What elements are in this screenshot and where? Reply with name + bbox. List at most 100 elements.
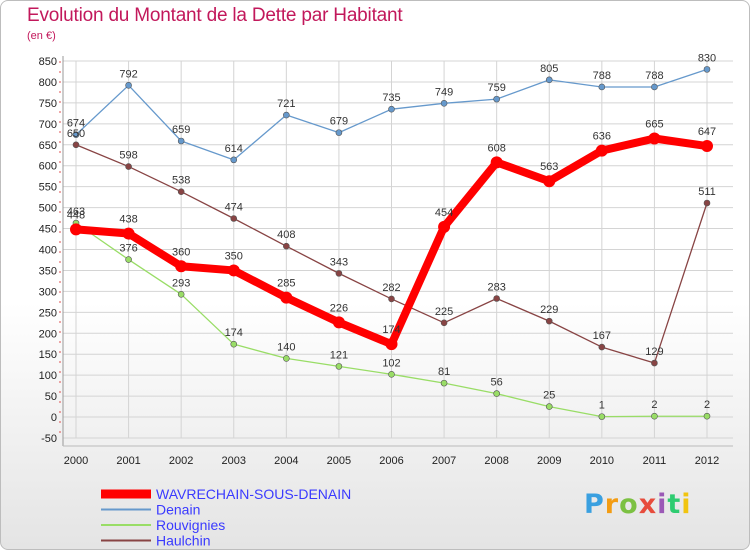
data-label: 350 bbox=[225, 250, 243, 262]
data-point bbox=[283, 111, 290, 119]
y-tick-label: 50 bbox=[45, 391, 57, 403]
data-label: 282 bbox=[382, 282, 400, 294]
data-point bbox=[385, 338, 398, 351]
data-point bbox=[335, 270, 343, 277]
x-tick-label: 2002 bbox=[169, 455, 193, 467]
data-point bbox=[440, 100, 448, 107]
data-point bbox=[490, 156, 503, 169]
legend-label: WAVRECHAIN-SOUS-DENAIN bbox=[156, 486, 351, 502]
data-label: 293 bbox=[172, 277, 190, 289]
y-tick-label: 300 bbox=[39, 286, 57, 298]
data-point bbox=[440, 319, 448, 327]
data-label: 56 bbox=[491, 377, 503, 389]
y-tick-label: 350 bbox=[39, 265, 57, 277]
data-point bbox=[125, 163, 132, 170]
data-point bbox=[595, 144, 608, 157]
y-tick-label: -50 bbox=[41, 433, 57, 445]
data-label: 2 bbox=[704, 399, 710, 411]
data-label: 25 bbox=[543, 390, 555, 402]
y-tick-label: 500 bbox=[39, 203, 57, 215]
data-label: 659 bbox=[172, 124, 190, 136]
logo-letter: i bbox=[657, 489, 668, 520]
data-point bbox=[493, 295, 500, 302]
data-label: 448 bbox=[67, 209, 85, 221]
y-tick-label: 750 bbox=[39, 98, 57, 110]
data-label: 174 bbox=[382, 324, 400, 336]
data-point bbox=[648, 132, 661, 145]
x-tick-label: 2003 bbox=[222, 455, 246, 467]
data-label: 805 bbox=[540, 63, 558, 75]
data-point bbox=[388, 371, 395, 378]
logo-letter: x bbox=[638, 489, 658, 520]
logo-letter: o bbox=[619, 489, 639, 520]
data-point bbox=[177, 291, 185, 298]
legend-label: Denain bbox=[156, 502, 200, 518]
y-tick-label: 550 bbox=[39, 182, 57, 194]
data-label: 225 bbox=[435, 306, 453, 318]
data-label: 674 bbox=[67, 118, 85, 130]
data-point bbox=[651, 359, 658, 367]
logo-letter: P bbox=[584, 489, 605, 520]
data-label: 650 bbox=[67, 128, 85, 140]
y-tick-label: 850 bbox=[39, 56, 57, 68]
data-label: 121 bbox=[330, 349, 348, 361]
proxiti-logo: Proxiti bbox=[584, 489, 692, 520]
data-point bbox=[438, 220, 451, 233]
data-point bbox=[70, 223, 82, 236]
data-point bbox=[598, 413, 606, 420]
x-tick-label: 2000 bbox=[64, 455, 88, 467]
data-point bbox=[332, 316, 345, 329]
data-label: 538 bbox=[172, 175, 190, 187]
data-point bbox=[545, 403, 553, 410]
data-point bbox=[703, 412, 711, 420]
data-label: 830 bbox=[698, 52, 716, 64]
data-point bbox=[701, 140, 713, 153]
data-point bbox=[651, 412, 658, 420]
y-tick-label: 100 bbox=[39, 370, 57, 382]
data-label: 140 bbox=[277, 341, 295, 353]
data-point bbox=[335, 363, 343, 370]
data-point bbox=[230, 340, 238, 348]
x-tick-label: 2007 bbox=[432, 455, 456, 467]
data-point bbox=[230, 156, 238, 164]
logo-letter: r bbox=[604, 489, 620, 520]
data-label: 2 bbox=[651, 399, 657, 411]
x-tick-label: 2012 bbox=[695, 455, 719, 467]
y-tick-label: 200 bbox=[39, 328, 57, 340]
logo-letter: i bbox=[681, 489, 692, 520]
y-tick-label: 700 bbox=[39, 119, 57, 131]
data-label: 563 bbox=[540, 161, 558, 173]
y-tick-label: 150 bbox=[39, 349, 57, 361]
data-point bbox=[440, 379, 448, 387]
y-tick-label: 450 bbox=[39, 224, 57, 236]
data-label: 285 bbox=[277, 278, 295, 290]
data-label: 598 bbox=[119, 150, 137, 162]
data-point bbox=[703, 66, 711, 73]
data-label: 511 bbox=[698, 186, 716, 198]
x-tick-label: 2005 bbox=[327, 455, 351, 467]
x-tick-label: 2010 bbox=[590, 455, 614, 467]
data-label: 608 bbox=[487, 142, 505, 154]
data-label: 360 bbox=[172, 246, 190, 258]
data-label: 788 bbox=[593, 70, 611, 82]
y-tick-label: 400 bbox=[39, 245, 57, 257]
data-point bbox=[72, 131, 80, 139]
data-point bbox=[125, 81, 132, 89]
data-label: 174 bbox=[225, 327, 243, 339]
data-label: 102 bbox=[382, 357, 400, 369]
y-tick-label: 600 bbox=[39, 161, 57, 173]
chart-title: Evolution du Montant de la Dette par Hab… bbox=[27, 5, 403, 26]
x-tick-label: 2011 bbox=[643, 455, 667, 467]
data-point bbox=[493, 95, 500, 103]
data-label: 167 bbox=[593, 330, 611, 342]
data-point bbox=[335, 129, 343, 136]
data-label: 474 bbox=[225, 202, 243, 214]
data-label: 81 bbox=[438, 366, 450, 378]
data-point bbox=[175, 260, 188, 273]
data-point bbox=[493, 390, 500, 397]
data-point bbox=[545, 317, 553, 325]
data-label: 408 bbox=[277, 229, 295, 241]
data-label: 665 bbox=[645, 118, 663, 130]
